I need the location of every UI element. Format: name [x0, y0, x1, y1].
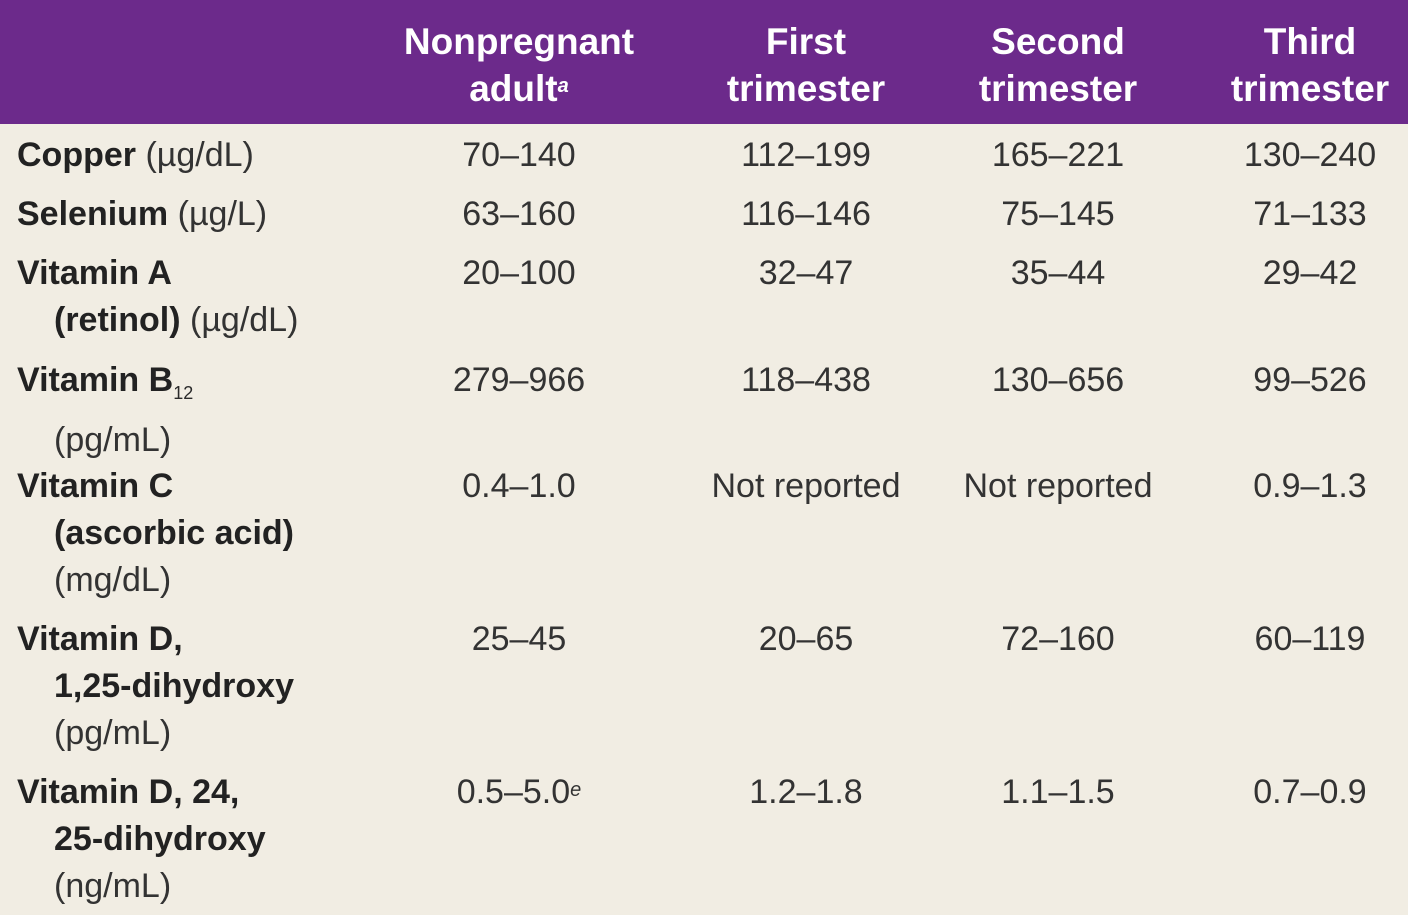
column-header-first-trimester: First trimester [686, 18, 926, 112]
table-cell: 1.2–1.8 [749, 773, 863, 811]
table-cell: 279–966 [452, 361, 586, 399]
row-label: Vitamin B12 (pg/mL) [17, 357, 387, 464]
table-cell: Not reported [963, 467, 1153, 505]
row-label-name-2: (ascorbic acid) [54, 514, 294, 552]
row-label: Vitamin D, 24, 25-dihydroxy (ng/mL) [17, 769, 387, 910]
table-cell: 130–240 [1243, 136, 1377, 174]
column-header-line1: Second [991, 21, 1125, 62]
row-label-name: Vitamin A [17, 254, 172, 292]
table-cell: 75–145 [1001, 195, 1115, 233]
table-cell: 165–221 [991, 136, 1125, 174]
row-label-name-2: 1,25-dihydroxy [54, 667, 294, 705]
row-label-unit: (µg/dL) [145, 136, 254, 174]
table-cell: 72–160 [1001, 620, 1115, 658]
table-cell: 35–44 [1010, 254, 1106, 292]
column-header-line1: Third [1263, 21, 1357, 62]
row-label-name-2: 25-dihydroxy [54, 820, 266, 858]
column-header-third-trimester: Third trimester [1190, 18, 1408, 112]
row-label-unit: (ng/mL) [54, 867, 172, 905]
row-label: Vitamin D, 1,25-dihydroxy (pg/mL) [17, 616, 387, 757]
table-cell: 71–133 [1253, 195, 1367, 233]
table-cell: 29–42 [1262, 254, 1358, 292]
column-header-line1: First [765, 21, 847, 62]
table-cell: 60–119 [1254, 620, 1366, 658]
row-label-name: Copper [17, 136, 136, 174]
table-cell: 0.4–1.0 [462, 467, 576, 505]
table-cell: 25–45 [471, 620, 567, 658]
row-label-name: Vitamin D, 24, [17, 773, 240, 811]
column-header-nonpregnant: Nonpregnant adulta [399, 18, 639, 112]
table-cell: 32–47 [758, 254, 854, 292]
column-header-line2: adulta [399, 65, 639, 112]
row-label-name: Vitamin B [17, 361, 174, 399]
column-header-line2: trimester [978, 68, 1138, 109]
table-cell: 0.7–0.9 [1253, 773, 1367, 811]
table-cell: 1.1–1.5 [1001, 773, 1115, 811]
table-cell: 63–160 [462, 195, 576, 233]
row-label: Copper (µg/dL) [17, 132, 387, 179]
table-cell-value: 0.5–5.0 [456, 773, 571, 811]
table-cell: 118–438 [741, 361, 871, 399]
table-cell: 112–199 [741, 136, 871, 174]
row-label-name: Selenium [17, 195, 169, 233]
row-label: Selenium (µg/L) [17, 191, 387, 238]
column-header-line2: trimester [1230, 68, 1390, 109]
row-label: Vitamin A (retinol) (µg/dL) [17, 250, 387, 344]
column-header-line1: Nonpregnant [403, 21, 635, 62]
row-label-unit: (µg/L) [177, 195, 268, 233]
column-header-line2: trimester [726, 68, 886, 109]
column-header-line2-text: adult [469, 68, 558, 109]
table-cell: 130–656 [991, 361, 1125, 399]
footnote-marker: a [557, 75, 569, 97]
table-cell: 99–526 [1253, 361, 1367, 399]
row-label-subscript: 12 [173, 383, 194, 403]
row-label-unit: (pg/mL) [54, 421, 172, 459]
row-label-name: Vitamin C [17, 467, 174, 505]
table-cell: Not reported [711, 467, 901, 505]
row-label-unit: (µg/dL) [190, 301, 299, 339]
row-label-unit: (pg/mL) [54, 714, 172, 752]
table-cell: 0.9–1.3 [1253, 467, 1367, 505]
row-label-unit: (mg/dL) [54, 561, 172, 599]
row-label-continuation: (retinol) (µg/dL) [17, 297, 387, 344]
table-cell: 20–100 [462, 254, 576, 292]
table-cell: 0.5–5.0e [399, 769, 639, 816]
table-cell: 20–65 [758, 620, 854, 658]
table-header: Nonpregnant adulta First trimester Secon… [0, 0, 1408, 124]
footnote-marker: e [570, 779, 582, 801]
column-header-second-trimester: Second trimester [938, 18, 1178, 112]
row-label-name-2: (retinol) [54, 301, 181, 339]
table-cell: 70–140 [462, 136, 576, 174]
row-label: Vitamin C (ascorbic acid) (mg/dL) [17, 463, 387, 604]
row-label-name: Vitamin D, [17, 620, 183, 658]
table-cell: 116–146 [741, 195, 871, 233]
